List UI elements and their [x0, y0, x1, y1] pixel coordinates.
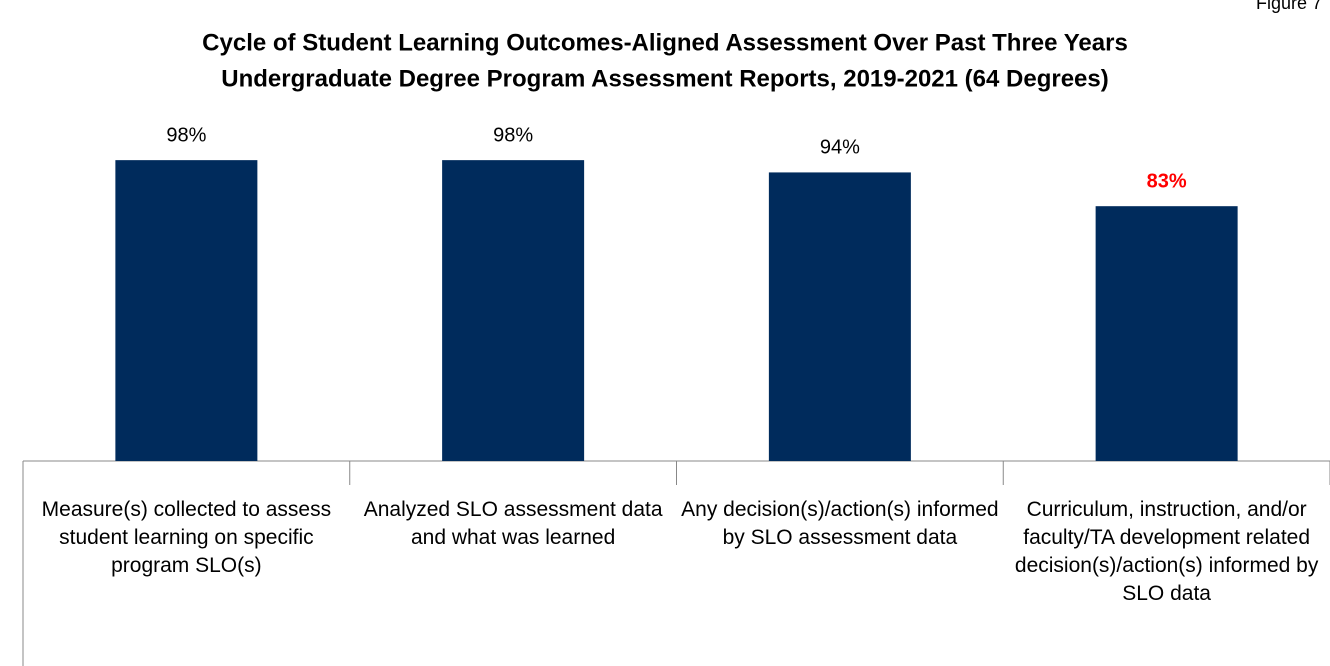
bar — [1095, 206, 1238, 461]
data-label: 83% — [1147, 170, 1187, 192]
bar — [115, 160, 258, 461]
x-tick-label: Measure(s) collected to assess student l… — [41, 498, 332, 577]
figure-label: Figure 7 — [1256, 0, 1322, 13]
data-label: 98% — [166, 124, 206, 146]
x-tick-label: Curriculum, instruction, and/or faculty/… — [1014, 498, 1319, 605]
bar — [768, 172, 911, 462]
chart-title: Undergraduate Degree Program Assessment … — [221, 65, 1108, 92]
x-tick-label: Any decision(s)/action(s) informed by SL… — [681, 498, 999, 549]
data-label: 98% — [493, 124, 533, 146]
chart-title: Cycle of Student Learning Outcomes-Align… — [202, 29, 1128, 56]
data-label: 94% — [820, 137, 860, 159]
x-tick-label: Analyzed SLO assessment data and what wa… — [363, 498, 663, 549]
bar — [442, 160, 585, 461]
